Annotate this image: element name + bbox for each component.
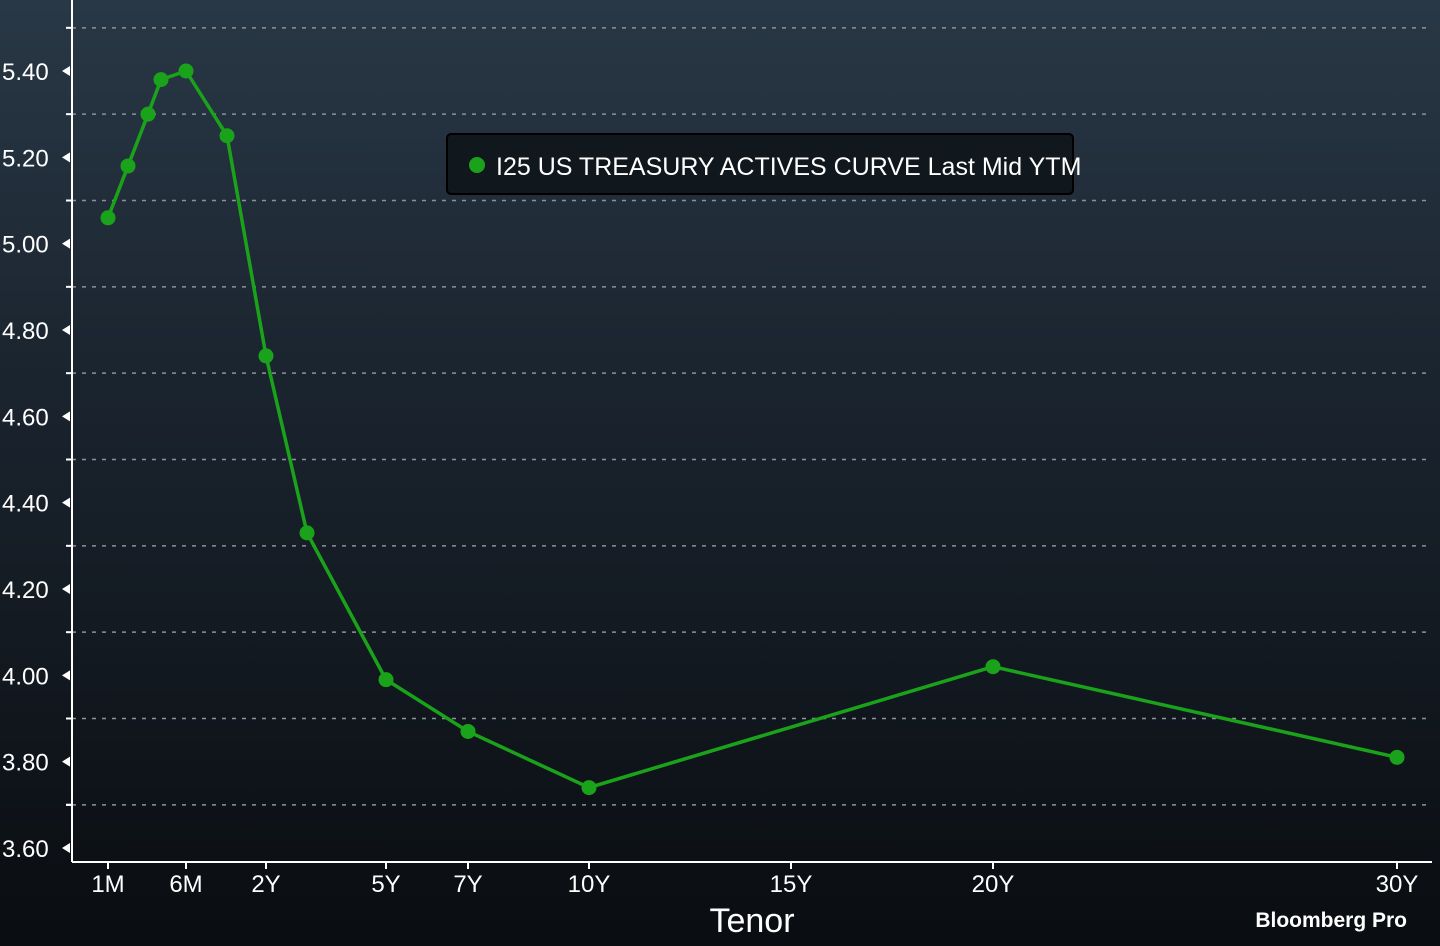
- y-tick-mark: [62, 66, 70, 76]
- y-tick-label: 4.80: [2, 318, 49, 345]
- y-tick-mark: [62, 497, 70, 508]
- x-tick-label: 15Y: [770, 871, 813, 898]
- legend[interactable]: I25 US TREASURY ACTIVES CURVE Last Mid Y…: [446, 133, 1081, 195]
- x-tick-label: 20Y: [972, 871, 1015, 898]
- y-tick-mark: [62, 325, 70, 335]
- legend-marker-icon: [469, 157, 485, 173]
- data-point: [460, 723, 476, 739]
- grid-lines: [72, 27, 1432, 806]
- x-tick-label: 7Y: [453, 871, 482, 898]
- x-tick-label: 30Y: [1376, 871, 1419, 898]
- series-group: [100, 63, 1405, 796]
- y-tick-label: 5.20: [2, 145, 49, 172]
- x-tick-label: 6M: [169, 871, 202, 898]
- data-point: [100, 210, 116, 226]
- y-tick-mark: [62, 238, 70, 249]
- y-tick-label: 4.00: [2, 663, 49, 690]
- data-point: [985, 659, 1001, 675]
- x-axis-ticks: 1M 6M 2Y 5Y 7Y 10Y 15Y 20Y 30Y: [91, 862, 1418, 898]
- y-tick-mark: [62, 670, 70, 681]
- y-tick-label: 3.60: [2, 836, 49, 863]
- data-point: [140, 106, 156, 122]
- legend-label: I25 US TREASURY ACTIVES CURVE Last Mid Y…: [496, 153, 1081, 181]
- x-tick-label: 10Y: [568, 871, 611, 898]
- y-tick-label: 4.40: [2, 491, 49, 518]
- data-point: [120, 158, 136, 174]
- y-tick-label: 4.20: [2, 577, 49, 604]
- y-tick-mark: [62, 843, 70, 853]
- y-axis-ticks: 3.60 3.80 4.00 4.20 4.40 4.60 4.80 5.00 5.20 5.40: [2, 26, 72, 863]
- y-tick-label: 5.40: [2, 59, 49, 86]
- y-tick-label: 3.80: [2, 750, 49, 777]
- data-point: [258, 348, 274, 364]
- data-point: [581, 780, 597, 796]
- data-point: [299, 525, 315, 541]
- x-tick-label: 2Y: [251, 871, 280, 898]
- y-tick-mark: [62, 152, 70, 163]
- data-point: [178, 63, 194, 79]
- y-tick-label: 5.00: [2, 232, 49, 259]
- bloomberg-brand-logo: Bloomberg Pro: [1255, 909, 1407, 932]
- data-point: [1389, 749, 1405, 765]
- x-axis-title: Tenor: [709, 902, 794, 940]
- y-tick-mark: [62, 411, 70, 422]
- y-tick-mark: [62, 584, 70, 594]
- x-tick-label: 1M: [91, 871, 124, 898]
- data-point: [153, 72, 169, 88]
- legend-box: [446, 133, 1074, 195]
- x-tick-label: 5Y: [371, 871, 400, 898]
- data-point: [219, 128, 235, 144]
- y-tick-mark: [62, 756, 70, 767]
- y-tick-label: 4.60: [2, 404, 49, 431]
- data-point: [378, 672, 394, 688]
